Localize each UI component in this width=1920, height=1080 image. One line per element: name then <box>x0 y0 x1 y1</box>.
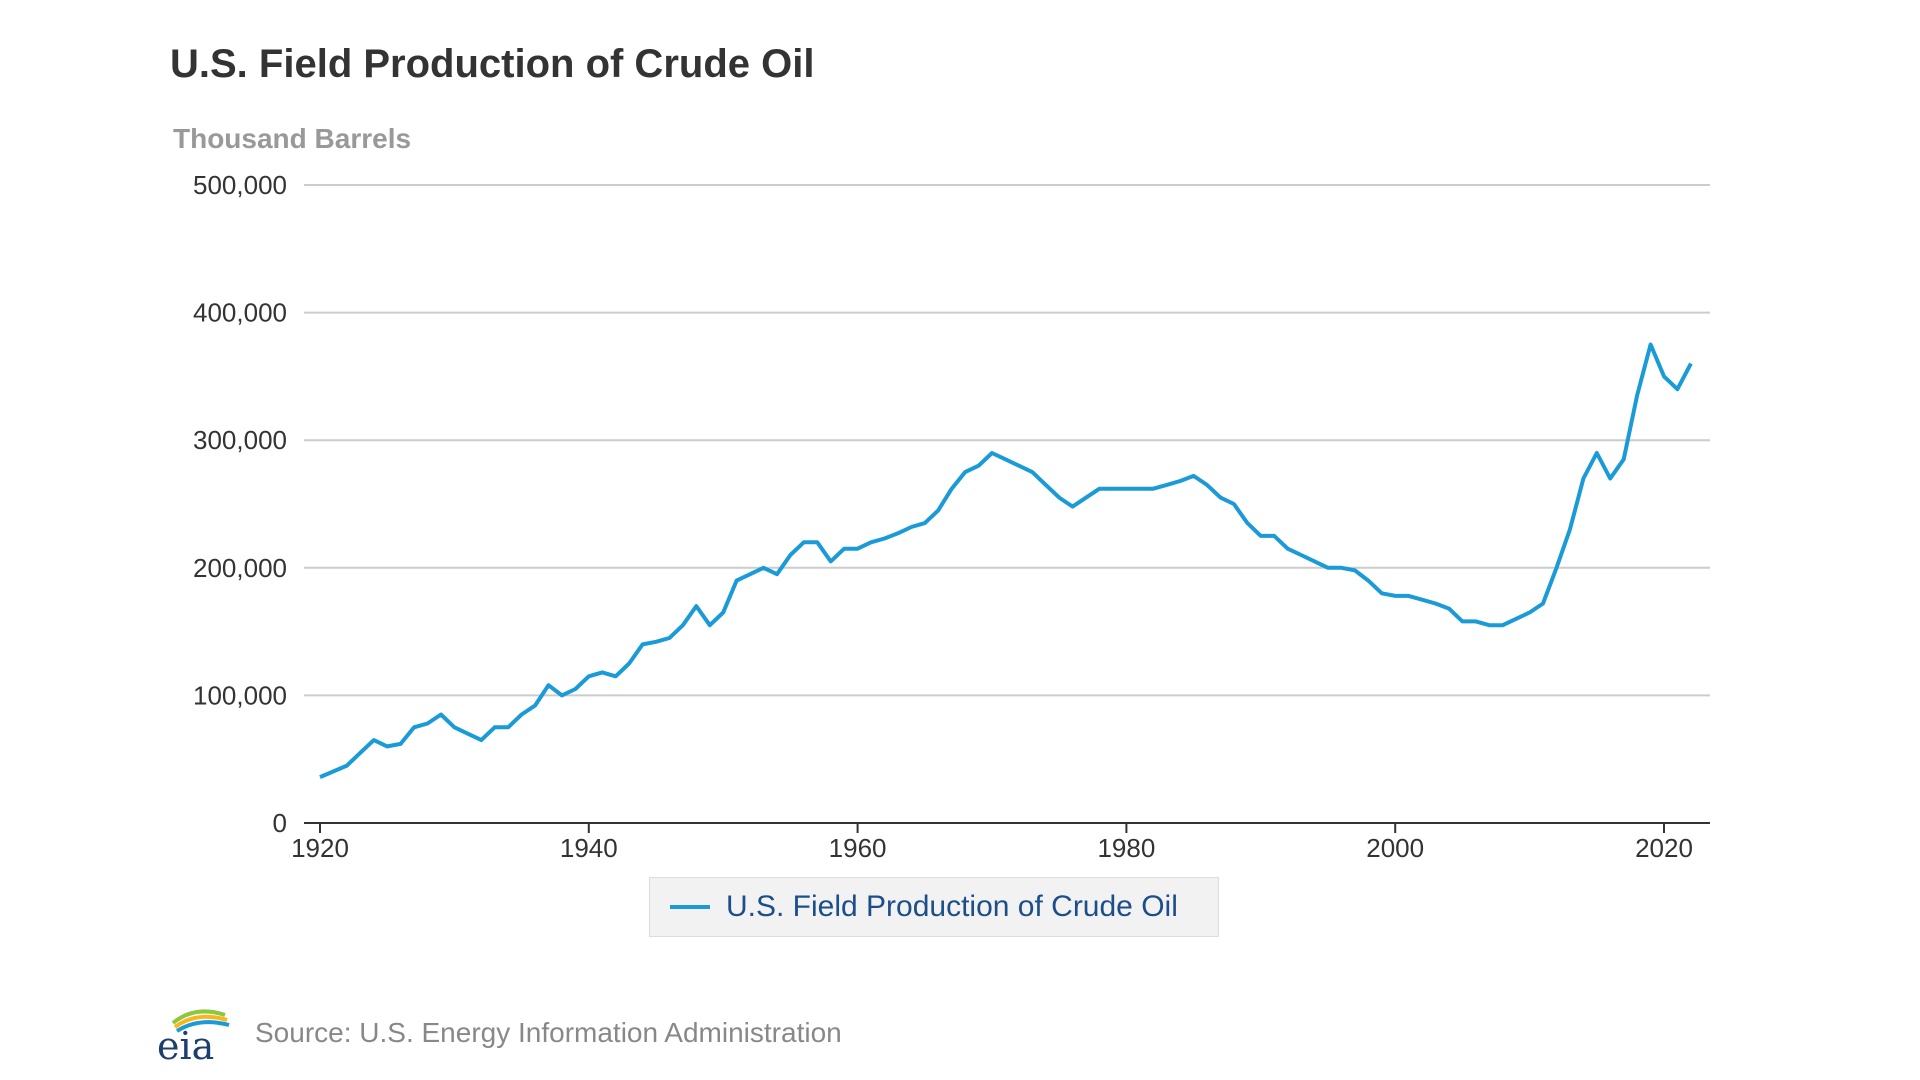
unit-label: Thousand Barrels <box>173 123 412 154</box>
x-axis <box>304 822 1710 833</box>
source-text: Source: U.S. Energy Information Administ… <box>255 1017 842 1048</box>
eia-logo[interactable]: eia <box>155 1003 233 1063</box>
legend-label: U.S. Field Production of Crude Oil <box>726 890 1178 923</box>
y-tick-label: 500,000 <box>193 170 287 200</box>
y-tick-label: 0 <box>273 808 287 838</box>
y-tick-label: 300,000 <box>193 425 287 455</box>
legend-swatch <box>670 905 710 909</box>
x-tick-label: 1960 <box>829 833 887 863</box>
y-tick-label: 400,000 <box>193 298 287 328</box>
y-axis-labels: 0 100,000 200,000 300,000 400,000 500,000 <box>193 170 287 838</box>
gridlines <box>304 184 1710 697</box>
legend[interactable]: U.S. Field Production of Crude Oil <box>649 877 1219 937</box>
x-tick-label: 1940 <box>560 833 618 863</box>
x-tick-label: 1920 <box>291 833 349 863</box>
x-axis-labels: 1920 1940 1960 1980 2000 2020 <box>291 833 1693 863</box>
y-tick-label: 100,000 <box>193 680 287 710</box>
y-tick-label: 200,000 <box>193 553 287 583</box>
x-tick-label: 1980 <box>1097 833 1155 863</box>
series-layer <box>319 342 1693 779</box>
chart-title: U.S. Field Production of Crude Oil <box>170 42 815 86</box>
x-tick-label: 2000 <box>1366 833 1424 863</box>
x-tick-label: 2020 <box>1635 833 1693 863</box>
series-line[interactable] <box>319 342 1693 779</box>
footer: eia Source: U.S. Energy Information Admi… <box>155 1003 842 1063</box>
eia-logo-text: eia <box>157 1024 214 1063</box>
